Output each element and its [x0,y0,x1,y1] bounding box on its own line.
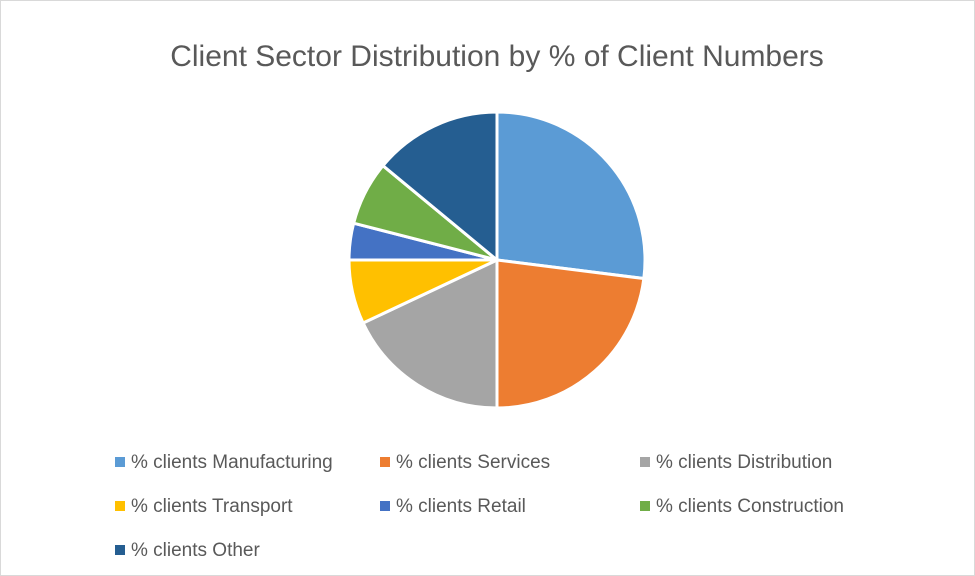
legend-label: % clients Construction [656,496,844,517]
chart-title: Client Sector Distribution by % of Clien… [170,40,824,73]
legend-label: % clients Transport [131,496,293,517]
legend-label: % clients Distribution [656,452,832,473]
legend-swatch [380,457,390,467]
legend-label: % clients Other [131,540,260,561]
legend-label: % clients Services [396,452,550,473]
legend-label: % clients Retail [396,496,526,517]
legend-swatch [115,457,125,467]
pie-slice [495,258,646,410]
pie-slice [361,258,499,410]
legend-swatch [115,545,125,555]
legend-swatch [640,457,650,467]
legend-swatch [380,501,390,511]
legend-label: % clients Manufacturing [131,452,333,473]
legend-swatch [640,501,650,511]
pie-slice [495,110,647,281]
pie-slice [381,110,499,262]
legend-swatch [115,501,125,511]
